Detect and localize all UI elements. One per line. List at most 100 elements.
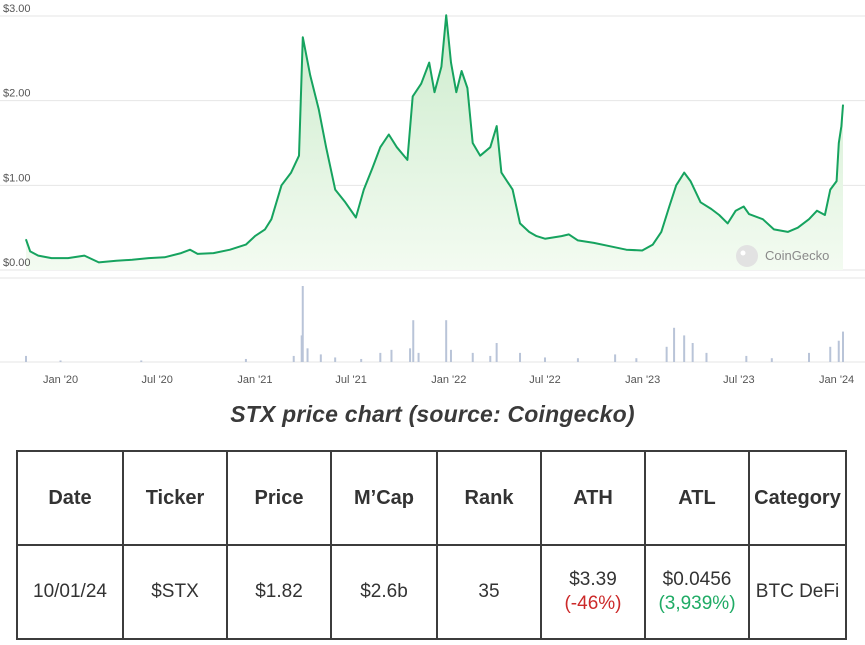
cell-ath: $3.39 (-46%) (540, 544, 646, 640)
price-point (245, 244, 247, 246)
volume-bar (665, 346, 668, 362)
y-tick-label: $2.00 (3, 88, 31, 100)
price-point (479, 155, 481, 157)
header-ath: ATH (540, 450, 646, 546)
x-tick-label: Jan '22 (431, 374, 466, 386)
price-point (290, 172, 292, 174)
cell-date: 10/01/24 (16, 544, 124, 640)
price-point (718, 214, 720, 216)
volume-bar (770, 358, 773, 362)
volume-bars (25, 286, 844, 362)
price-point (496, 125, 498, 127)
volume-bar (25, 355, 27, 362)
price-point (816, 210, 818, 212)
cell-atl: $0.0456 (3,939%) (644, 544, 750, 640)
volume-bar (829, 346, 832, 362)
volume-bar (808, 352, 811, 362)
price-point (189, 249, 191, 251)
price-point (466, 87, 469, 89)
price-point (344, 201, 346, 203)
price-point (131, 259, 133, 261)
price-point (325, 146, 327, 148)
price-point (29, 250, 31, 252)
price-point (83, 255, 86, 257)
price-point (808, 218, 810, 220)
y-tick-label: $0.00 (3, 257, 31, 269)
price-point (773, 228, 775, 230)
price-point (280, 184, 283, 186)
price-point (500, 172, 503, 174)
price-point (440, 66, 443, 68)
volume-bar (489, 355, 492, 362)
price-point (660, 231, 662, 233)
price-point (302, 36, 304, 38)
volume-bar (683, 335, 686, 362)
price-point (412, 95, 414, 98)
volume-bar (244, 358, 247, 362)
y-tick-label: $3.00 (3, 3, 31, 15)
price-point (511, 188, 514, 191)
price-point (428, 61, 430, 64)
price-point (164, 256, 166, 258)
volume-bar (412, 320, 415, 362)
chart-caption: STX price chart (source: Coingecko) (230, 401, 635, 427)
volume-bar (745, 355, 748, 362)
price-point (840, 125, 843, 127)
price-point (824, 214, 826, 216)
price-point (675, 184, 677, 186)
price-point (544, 238, 546, 240)
cell-ticker: $STX (122, 544, 228, 640)
price-point (700, 201, 702, 203)
volume-bar (614, 354, 617, 362)
price-point (787, 231, 789, 233)
volume-bar (306, 348, 309, 362)
price-point (264, 228, 266, 230)
price-point (689, 180, 692, 182)
volume-bar (390, 349, 393, 362)
header-category: Category (748, 450, 847, 546)
price-point (641, 249, 643, 252)
token-stats-table: Date Ticker Price M’Cap Rank ATH ATL Cat… (16, 450, 847, 640)
x-tick-label: Jul '22 (529, 374, 560, 386)
volume-bar (417, 352, 420, 362)
price-point (652, 244, 654, 246)
price-point (842, 104, 844, 106)
price-point (528, 231, 530, 233)
price-point (762, 218, 764, 220)
price-point (25, 238, 27, 241)
price-chart: $3.00$2.00$1.00$0.00 Jan '20 Jul '20 Jan '… (0, 3, 865, 386)
header-price: Price (226, 450, 332, 546)
price-point (334, 188, 336, 191)
price-point (229, 249, 231, 251)
price-point (683, 172, 685, 174)
price-point (318, 108, 320, 110)
gecko-logo-icon (736, 245, 758, 267)
price-point (115, 260, 117, 262)
price-point (67, 257, 69, 259)
price-point (560, 235, 563, 237)
volume-bar (379, 352, 382, 362)
price-point (180, 252, 182, 254)
price-point (270, 218, 273, 220)
price-point (379, 146, 381, 148)
volume-bar (673, 327, 676, 362)
x-tick-label: Jan '24 (819, 374, 854, 386)
atl-change: (3,939%) (658, 593, 736, 614)
volume-bar (842, 331, 844, 362)
price-point (836, 180, 838, 182)
price-point (710, 208, 712, 210)
price-point (445, 14, 447, 16)
price-point (489, 146, 491, 148)
volume-bar (360, 358, 363, 362)
header-ticker: Ticker (122, 450, 228, 546)
table-header-row: Date Ticker Price M’Cap Rank ATH ATL Cat… (16, 450, 847, 546)
price-point (593, 242, 595, 244)
x-tick-label: Jan '21 (237, 374, 272, 386)
volume-bar (576, 358, 579, 362)
price-point (535, 235, 538, 237)
price-point (472, 142, 474, 144)
ath-change: (-46%) (564, 593, 622, 614)
price-point (298, 155, 300, 157)
x-tick-label: Jul '21 (335, 374, 366, 386)
price-point (577, 239, 579, 241)
